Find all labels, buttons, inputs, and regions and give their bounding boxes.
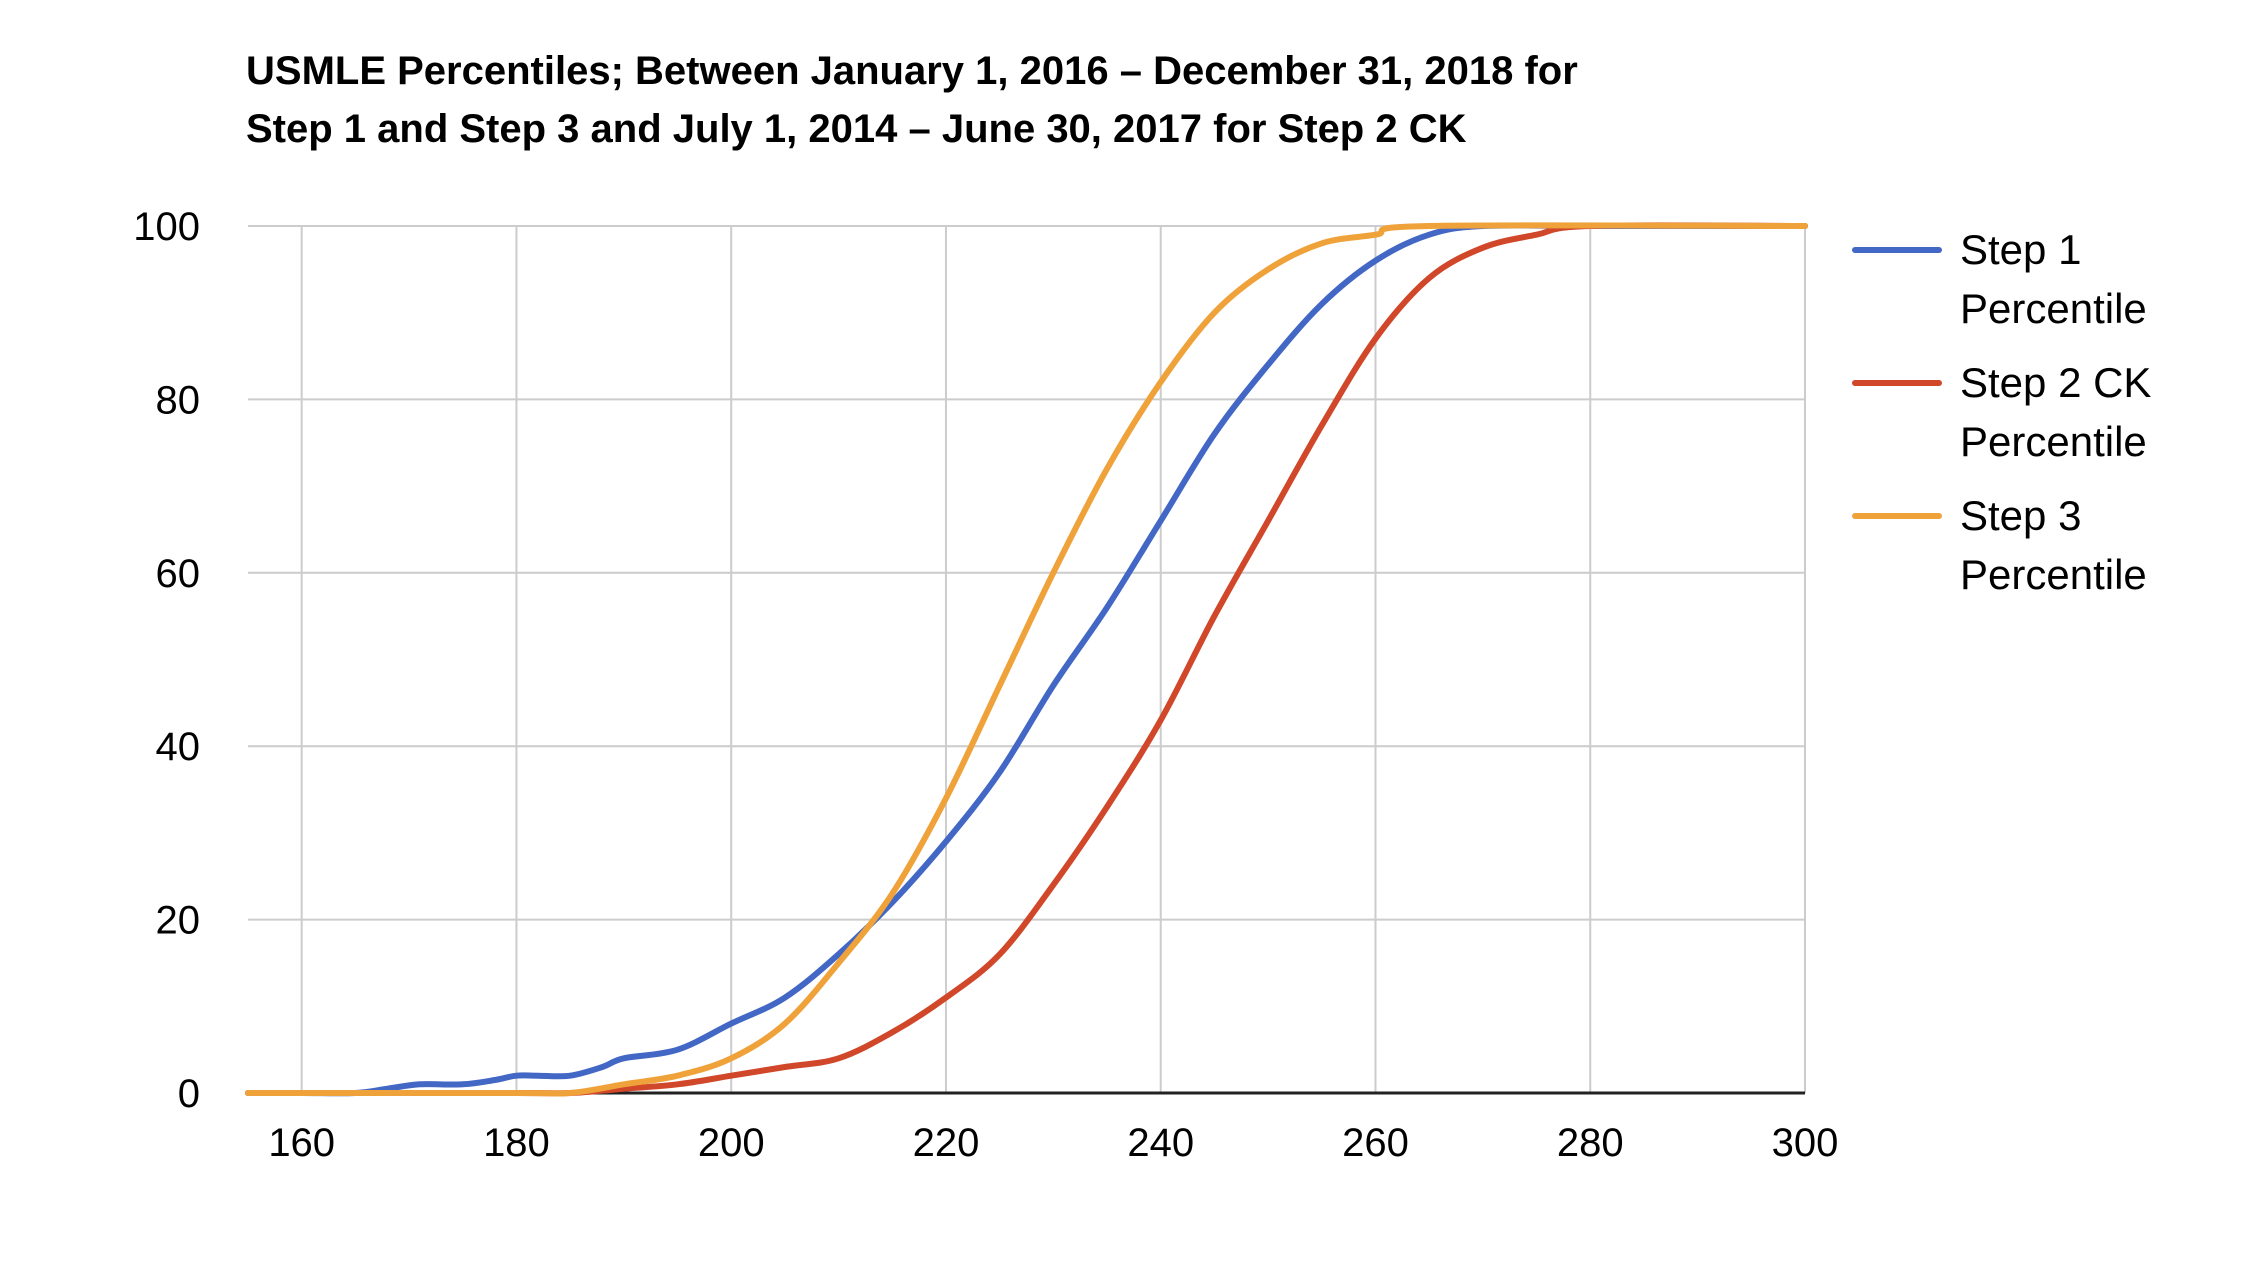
x-tick-label-300: 300 (1772, 1121, 1839, 1165)
legend-item-step-3: Step 3 Percentile (1852, 486, 2242, 619)
x-tick-label-240: 240 (1127, 1121, 1194, 1165)
series-line-step-1 (245, 222, 1808, 1097)
legend-label-step-2-ck-line-2: Percentile (1960, 418, 2147, 465)
x-tick-label-220: 220 (913, 1121, 980, 1165)
legend-item-step-2-ck: Step 2 CK Percentile (1852, 353, 2242, 486)
legend-swatch-step-1 (1852, 247, 1942, 253)
legend-label-step-1-line-1: Step 1 (1960, 226, 2082, 273)
legend-swatch-step-3 (1852, 513, 1942, 519)
legend-item-step-1: Step 1 Percentile (1852, 220, 2242, 353)
chart-title-line-1: USMLE Percentiles; Between January 1, 20… (246, 49, 1578, 93)
legend-label-step-1-line-2: Percentile (1960, 285, 2147, 332)
series-line-step-3 (245, 222, 1808, 1097)
y-tick-label-40: 40 (156, 725, 201, 769)
legend-label-step-2-ck-line-1: Step 2 CK (1960, 359, 2152, 406)
y-tick-label-20: 20 (156, 899, 201, 943)
x-tick-label-160: 160 (268, 1121, 335, 1165)
y-tick-label-80: 80 (156, 378, 201, 422)
series-line-step-2-ck (245, 222, 1808, 1097)
legend-label-step-3: Step 3 Percentile (1960, 486, 2147, 604)
grid (248, 225, 1806, 1093)
legend-swatch-step-2-ck (1852, 380, 1942, 386)
legend-label-step-2-ck: Step 2 CK Percentile (1960, 353, 2151, 471)
y-tick-label-0: 0 (178, 1072, 200, 1116)
legend: Step 1 Percentile Step 2 CK Percentile S… (1852, 220, 2242, 619)
chart-title: USMLE Percentiles; Between January 1, 20… (246, 42, 1946, 158)
tick-labels: 160 180 200 220 240 260 280 300 0 20 40 60 80 100 (133, 205, 1838, 1165)
legend-label-step-3-line-1: Step 3 (1960, 492, 2082, 539)
x-tick-label-260: 260 (1342, 1121, 1409, 1165)
x-tick-label-280: 280 (1557, 1121, 1624, 1165)
legend-label-step-1: Step 1 Percentile (1960, 220, 2147, 338)
series-lines (245, 222, 1808, 1097)
x-tick-label-200: 200 (698, 1121, 765, 1165)
chart-title-line-2: Step 1 and Step 3 and July 1, 2014 – Jun… (246, 107, 1467, 151)
legend-label-step-3-line-2: Percentile (1960, 551, 2147, 598)
y-tick-label-100: 100 (133, 205, 200, 249)
y-tick-label-60: 60 (156, 552, 201, 596)
x-tick-label-180: 180 (483, 1121, 550, 1165)
